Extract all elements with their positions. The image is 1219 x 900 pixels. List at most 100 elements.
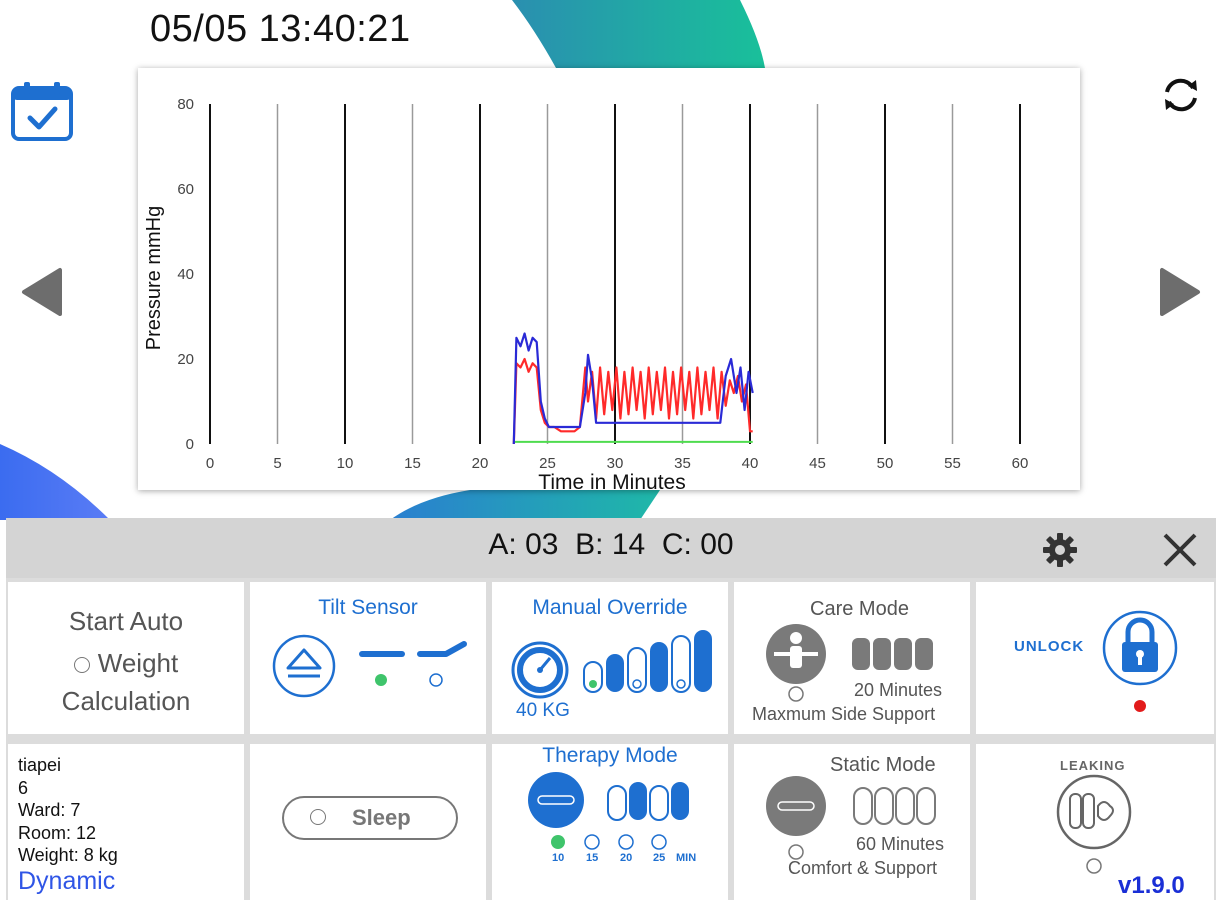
x-tick-label: 35 — [674, 455, 691, 472]
y-tick-label: 60 — [177, 181, 194, 198]
x-axis-label: Time in Minutes — [538, 471, 685, 490]
side-support-icon — [766, 624, 826, 684]
therapy-cells-icon — [607, 782, 689, 821]
therapy-option-15-indicator — [584, 834, 600, 850]
x-tick-label: 50 — [877, 455, 894, 472]
static-cells-icon — [853, 787, 936, 825]
a-label: A: — [488, 528, 517, 561]
gear-icon[interactable] — [1042, 532, 1078, 568]
therapy-option-25[interactable]: 25 — [653, 852, 666, 864]
sleep-button[interactable]: Sleep — [282, 796, 458, 840]
series-line-blue — [512, 332, 754, 445]
care-subtitle: Maxmum Side Support — [752, 704, 936, 724]
patient-name: tiapei — [18, 755, 62, 775]
therapy-option-20[interactable]: 20 — [620, 852, 633, 864]
tilt-sensor-graphic — [272, 634, 467, 698]
sleep-tile: Sleep — [250, 744, 486, 900]
unlock-label: UNLOCK — [1014, 638, 1085, 655]
therapy-option-15[interactable]: 15 — [586, 852, 599, 864]
a-value: 03 — [525, 528, 559, 561]
date-text: 05/05 — [150, 8, 248, 50]
tilt-sensor-title: Tilt Sensor — [318, 596, 418, 619]
refresh-icon[interactable] — [1158, 72, 1204, 118]
x-tick-label: 45 — [809, 455, 826, 472]
therapy-option-10-indicator — [551, 835, 565, 849]
control-panel: A: 03 B: 14 C: 00 — [6, 518, 1216, 900]
static-mode-title: Static Mode — [830, 754, 936, 776]
lock-graphic — [1102, 610, 1178, 712]
therapy-option-20-indicator — [618, 834, 634, 850]
manual-override-tile[interactable]: Manual Override 40 KG — [492, 582, 728, 734]
leak-icon — [1056, 774, 1132, 850]
abc-readout: A: 03 B: 14 C: 00 — [6, 528, 1216, 562]
x-tick-label: 25 — [539, 455, 556, 472]
x-tick-label: 10 — [337, 455, 354, 472]
static-minutes: 60 Minutes — [856, 834, 945, 854]
padlock-icon — [1102, 610, 1178, 686]
chart-canvas: 0 20 40 60 80 0 5 10 15 20 25 30 35 40 45 50 55 60 Press… — [143, 96, 1028, 490]
b-value: 14 — [611, 528, 646, 561]
tilted-bed-icon — [417, 641, 467, 657]
leaking-tile: LEAKING v1.9.0 — [976, 744, 1214, 900]
care-cells-icon — [852, 638, 933, 670]
y-axis-label: Pressure mmHg — [143, 206, 165, 350]
triangle-right-icon[interactable] — [1158, 266, 1202, 318]
y-tick-label: 20 — [177, 351, 194, 368]
patient-bed: 6 — [18, 777, 29, 798]
start-auto-tile[interactable]: Start Auto Weight Calculation — [8, 582, 244, 734]
therapy-mattress-icon — [528, 772, 584, 828]
start-auto-label: Start Auto — [68, 606, 184, 636]
static-mode-graphic — [766, 776, 936, 860]
therapy-unit: MIN — [676, 852, 697, 864]
therapy-option-10[interactable]: 10 — [552, 852, 565, 864]
calculation-label: Calculation — [61, 686, 191, 716]
x-tick-label: 15 — [404, 455, 421, 472]
therapy-mode-graphic — [528, 772, 689, 850]
weight-value: 40 KG — [516, 700, 570, 721]
y-tick-label: 40 — [177, 266, 194, 283]
care-mode-title: Care Mode — [810, 598, 909, 620]
b-label: B: — [575, 528, 604, 561]
x-tick-label: 30 — [607, 455, 624, 472]
manual-override-title: Manual Override — [532, 596, 688, 619]
x-tick-label: 5 — [273, 455, 281, 472]
lock-tile[interactable]: UNLOCK — [976, 582, 1214, 734]
therapy-mode-tile[interactable]: Therapy Mode 10 15 20 25 MIN — [492, 744, 728, 900]
static-mattress-icon — [766, 776, 826, 836]
c-value: 00 — [700, 528, 734, 561]
triangle-left-icon[interactable] — [20, 266, 64, 318]
x-tick-label: 0 — [206, 455, 214, 472]
leak-status-indicator — [1086, 858, 1102, 874]
sleep-label: Sleep — [352, 805, 411, 830]
gauge-icon — [511, 641, 569, 699]
care-mode-tile[interactable]: Care Mode 20 Minutes Maxmum Side Support — [734, 582, 970, 734]
lock-status-indicator — [1134, 700, 1146, 712]
patient-details: tiapei 6 Ward: 7 Room: 12 Weight: 8 kg D… — [18, 754, 118, 895]
close-icon[interactable] — [1162, 532, 1198, 568]
therapy-option-25-indicator — [651, 834, 667, 850]
static-mode-tile[interactable]: Static Mode 60 Minutes Comfort & Support — [734, 744, 970, 900]
care-minutes: 20 Minutes — [854, 680, 943, 700]
background-decoration — [0, 0, 765, 520]
therapy-mode-title: Therapy Mode — [542, 744, 678, 767]
patient-room: Room: 12 — [18, 822, 97, 843]
tilt-sensor-tile[interactable]: Tilt Sensor — [250, 582, 486, 734]
static-subtitle: Comfort & Support — [788, 858, 938, 878]
calendar-check-icon[interactable] — [10, 80, 74, 142]
tilt-flat-indicator — [375, 674, 387, 686]
x-tick-label: 20 — [472, 455, 489, 472]
y-tick-label: 0 — [186, 436, 194, 453]
pressure-chart: 0 20 40 60 80 0 5 10 15 20 25 30 35 40 45 50 55 60 Press… — [138, 68, 1080, 490]
time-text: 13:40:21 — [258, 8, 411, 50]
series-line-red — [512, 357, 753, 445]
care-mode-graphic — [766, 624, 933, 702]
override-level-bars — [583, 630, 712, 693]
x-tick-label: 40 — [742, 455, 759, 472]
status-bar: A: 03 B: 14 C: 00 — [6, 518, 1216, 578]
leaking-graphic — [1056, 774, 1132, 874]
static-radio-indicator — [788, 844, 804, 860]
weight-label: Weight — [8, 648, 244, 679]
patient-weight: Weight: 8 kg — [18, 845, 118, 865]
manual-override-graphic — [511, 630, 712, 699]
tilt-tilted-indicator — [429, 673, 443, 687]
